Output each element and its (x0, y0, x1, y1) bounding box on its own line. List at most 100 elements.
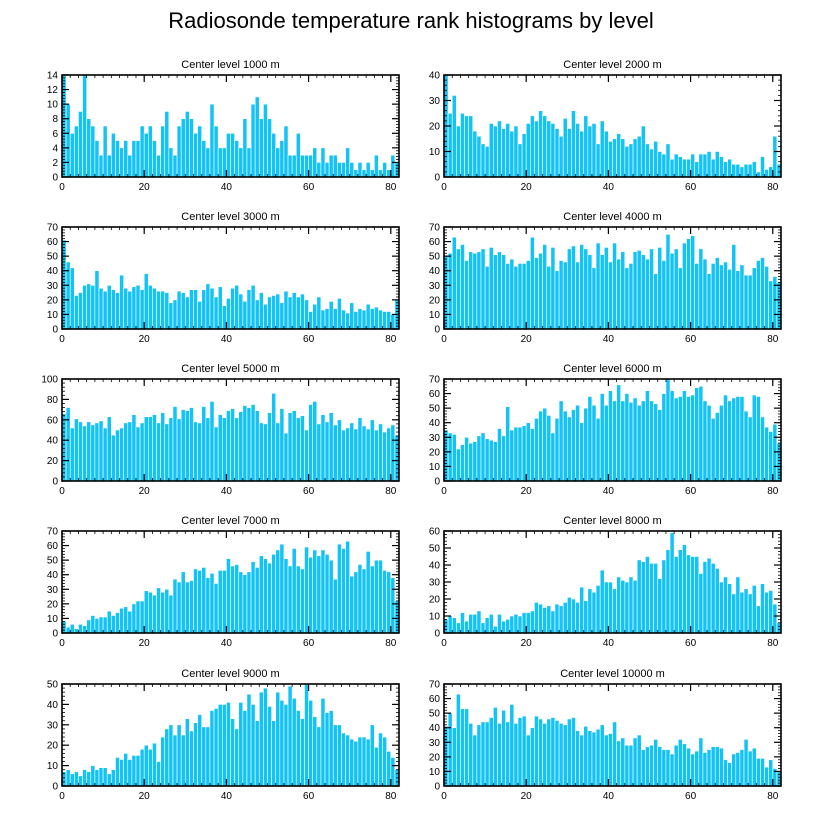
histogram-bar (636, 734, 642, 787)
histogram-bar (608, 733, 613, 787)
y-tick-label: 14 (47, 71, 59, 82)
histogram-bar (727, 762, 732, 787)
y-tick-label: 10 (429, 310, 441, 321)
histogram-bar (123, 140, 129, 178)
histogram-bar (480, 143, 486, 178)
histogram-bar (115, 140, 120, 178)
histogram-bar (328, 154, 334, 178)
histogram-bar (706, 404, 712, 482)
y-tick-label: 70 (429, 375, 441, 386)
histogram-bar (106, 773, 112, 787)
rank-histogram-panel-0: Center level 1000 m 0 20 40 60 80 0 2 4 6 8 10 12 14 (47, 59, 400, 193)
histogram-bar (131, 286, 137, 330)
histogram-bar (509, 429, 515, 482)
histogram-bar (714, 412, 720, 482)
histogram-bar (566, 128, 572, 178)
histogram-bar (731, 593, 737, 634)
y-tick-label: 12 (47, 85, 59, 96)
histogram-bar (649, 248, 654, 330)
histogram-bar (234, 728, 240, 787)
y-tick-label: 0 (434, 782, 440, 793)
histogram-bar (295, 417, 301, 482)
histogram-bar (579, 244, 585, 330)
y-tick-label: 50 (47, 680, 59, 691)
histogram-bar (653, 562, 659, 634)
histogram-bar (172, 578, 178, 634)
histogram-bar (139, 422, 145, 482)
histogram-bar (649, 744, 654, 787)
x-tick-label: 60 (685, 334, 697, 345)
histogram-bar (86, 421, 92, 482)
histogram-bar (653, 739, 659, 787)
histogram-bar (390, 757, 396, 787)
histogram-bar (184, 718, 190, 787)
histogram-bar (135, 426, 141, 482)
histogram-bar (254, 720, 260, 787)
histogram-bar (156, 587, 161, 634)
histogram-bar (98, 154, 104, 178)
histogram-bar (139, 289, 145, 330)
histogram-bar (111, 615, 116, 634)
histogram-bar (65, 407, 71, 482)
x-tick-label: 20 (139, 791, 151, 802)
histogram-bar (451, 95, 457, 178)
histogram-bar (78, 775, 83, 787)
histogram-bar (242, 574, 248, 634)
x-tick-label: 40 (603, 182, 615, 193)
histogram-bar (308, 404, 313, 482)
x-tick-label: 40 (603, 791, 615, 802)
histogram-bar (628, 402, 634, 482)
y-tick-label: 30 (429, 281, 441, 292)
histogram-bar (727, 583, 732, 634)
x-tick-label: 20 (521, 791, 533, 802)
histogram-bar (571, 110, 576, 178)
histogram-bar (328, 710, 334, 787)
histogram-bar (484, 146, 490, 178)
histogram-bar (538, 252, 543, 330)
y-tick-label: 60 (429, 389, 441, 400)
histogram-bar (308, 154, 313, 178)
histogram-bar (739, 749, 745, 787)
histogram-bar (94, 769, 100, 787)
histogram-bar (361, 736, 367, 787)
histogram-bar (250, 561, 256, 634)
histogram-bar (287, 154, 293, 178)
histogram-bar (279, 543, 285, 634)
histogram-bar (148, 591, 153, 634)
y-tick-label: 10 (47, 100, 59, 111)
x-tick-label: 60 (685, 791, 697, 802)
y-tick-label: 0 (52, 629, 58, 640)
y-tick-label: 60 (429, 237, 441, 248)
histogram-bar (250, 103, 256, 178)
histogram-bar (127, 610, 133, 634)
histogram-bar (735, 270, 741, 330)
x-tick-label: 0 (441, 486, 447, 497)
y-tick-label: 6 (52, 129, 58, 140)
histogram-bar (497, 428, 502, 482)
histogram-bar (217, 147, 223, 178)
histogram-bar (148, 748, 153, 787)
histogram-bar (143, 416, 149, 482)
histogram-bar (620, 138, 626, 178)
histogram-bar (102, 125, 108, 178)
histogram-bar (90, 284, 96, 330)
histogram-bar (517, 143, 523, 178)
histogram-bar (209, 287, 215, 330)
histogram-bar (640, 749, 646, 787)
histogram-bar (550, 610, 556, 634)
histogram-bar (612, 242, 617, 330)
histogram-bar (554, 270, 560, 330)
histogram-bar (300, 718, 305, 787)
histogram-bar (164, 423, 170, 482)
histogram-bar (287, 296, 293, 330)
histogram-bar (119, 147, 124, 178)
histogram-bar (509, 704, 515, 787)
y-tick-label: 50 (429, 544, 441, 555)
histogram-bar (152, 140, 157, 178)
histogram-bar (562, 724, 568, 787)
histogram-bar (698, 153, 704, 178)
histogram-bar (353, 169, 359, 178)
histogram-bar (180, 571, 186, 634)
histogram-bar (772, 135, 778, 178)
histogram-bar (361, 568, 367, 634)
